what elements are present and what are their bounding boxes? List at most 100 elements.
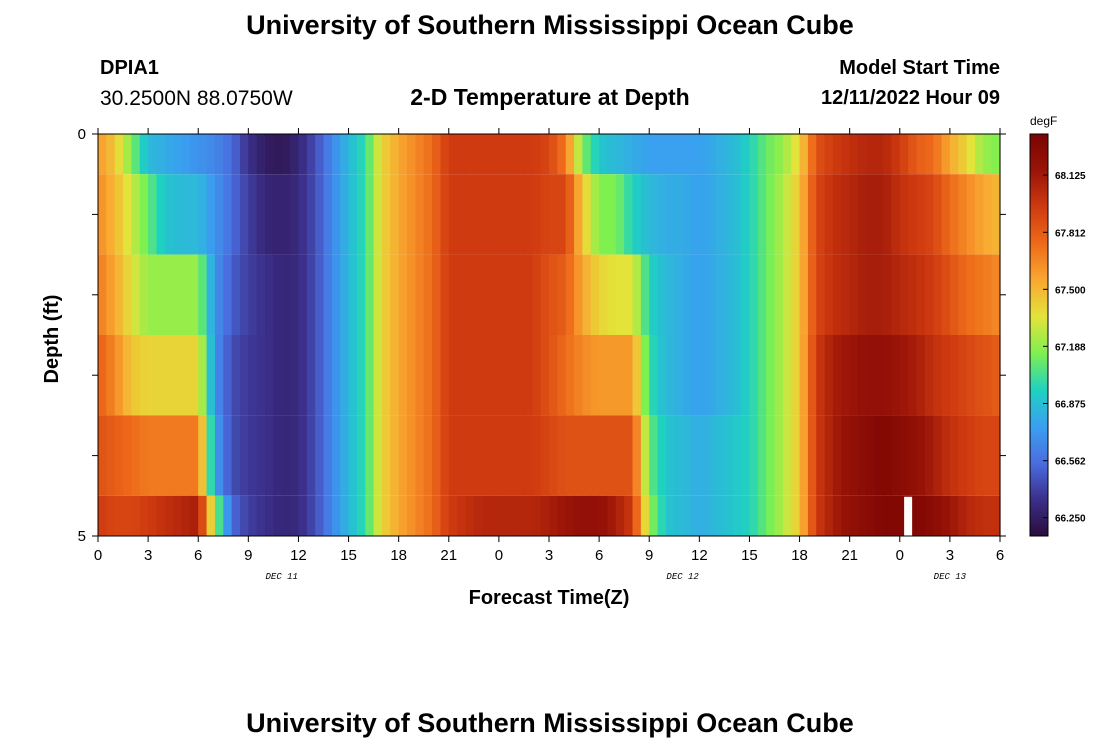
heatmap-cell (949, 415, 959, 496)
heatmap-cell (724, 415, 734, 496)
heatmap-cell (657, 254, 667, 335)
heatmap-cell (423, 134, 433, 175)
heatmap-cell (231, 495, 241, 536)
heatmap-cell (189, 495, 199, 536)
heatmap-cell (365, 415, 375, 496)
heatmap-cell (782, 134, 792, 175)
heatmap-cell (507, 415, 517, 496)
heatmap-cell (774, 335, 784, 416)
heatmap-cell (298, 495, 308, 536)
heatmap-cell (841, 335, 851, 416)
heatmap-cell (682, 415, 692, 496)
heatmap-cell (916, 134, 926, 175)
heatmap-cell (549, 254, 558, 335)
heatmap-cell (974, 335, 984, 416)
heatmap-cell (615, 134, 625, 175)
heatmap-cell (323, 134, 333, 175)
heatmap-cell (724, 254, 734, 335)
heatmap-cell (640, 254, 650, 335)
heatmap-cell (549, 335, 558, 416)
heatmap-cell (407, 335, 416, 416)
heatmap-cell (649, 335, 659, 416)
chart-title: 2-D Temperature at Depth (410, 84, 690, 110)
heatmap-cell (799, 174, 809, 255)
heatmap-cell (665, 174, 675, 255)
x-tick-label: 9 (645, 547, 653, 564)
heatmap-cell (582, 415, 592, 496)
heatmap-cell (649, 134, 659, 175)
heatmap-cell (983, 254, 993, 335)
heatmap-cell (707, 335, 717, 416)
heatmap-cell (899, 174, 909, 255)
heatmap-cell (256, 335, 266, 416)
heatmap-cell (949, 254, 959, 335)
heatmap-cell (273, 335, 283, 416)
heatmap-cell (265, 495, 274, 536)
heatmap-cell (665, 415, 675, 496)
heatmap-cell (114, 495, 124, 536)
heatmap-cell (306, 254, 316, 335)
footer-title: University of Southern Mississippi Ocean… (246, 708, 854, 738)
heatmap-cell (557, 415, 567, 496)
heatmap-cell (181, 174, 191, 255)
heatmap-cell (916, 335, 926, 416)
heatmap-cell (248, 335, 258, 416)
axes: 0 3 6 9 12 15 18 21 0 3 6 9 12 15 18 21 0 3 6 DEC 11 DEC 12 D… (78, 126, 1006, 582)
heatmap-cell (323, 495, 333, 536)
x-tick-label: 18 (791, 547, 808, 564)
heatmap-cell (699, 254, 709, 335)
heatmap-cell (281, 335, 291, 416)
heatmap-cell (482, 335, 492, 416)
heatmap-cell (281, 174, 291, 255)
heatmap-cell (440, 495, 450, 536)
heatmap-cell (231, 254, 241, 335)
heatmap-cell (841, 415, 851, 496)
heatmap-cell (415, 174, 425, 255)
heatmap-cell (290, 415, 300, 496)
heatmap-cell (883, 134, 893, 175)
heatmap-cell (440, 254, 450, 335)
heatmap-cell (248, 415, 258, 496)
heatmap-cell (958, 174, 968, 255)
heatmap-cell (498, 415, 508, 496)
heatmap-cell (849, 495, 859, 536)
heatmap-cell (807, 134, 817, 175)
heatmap-cell (699, 174, 709, 255)
heatmap-cell (574, 174, 584, 255)
heatmap-cell (732, 254, 742, 335)
heatmap-cell (599, 415, 609, 496)
x-tick-label: 15 (741, 547, 758, 564)
heatmap-cell (766, 415, 776, 496)
heatmap-cell (381, 254, 391, 335)
heatmap-cell (523, 134, 533, 175)
heatmap-cell (724, 174, 734, 255)
heatmap-cell (799, 335, 809, 416)
heatmap-cell (248, 174, 258, 255)
heatmap-cell (816, 415, 826, 496)
heatmap-cell (565, 415, 575, 496)
heatmap-cell (782, 174, 792, 255)
colorbar-tick-label: 67.500 (1055, 285, 1086, 296)
heatmap-cell (407, 415, 416, 496)
heatmap-cell (440, 134, 450, 175)
heatmap-cell (674, 134, 684, 175)
x-tick-label: 0 (94, 547, 102, 564)
heatmap-cell (498, 174, 508, 255)
heatmap-cell (824, 134, 834, 175)
heatmap-cell (791, 174, 801, 255)
heatmap-cell (816, 495, 826, 536)
heatmap-cell (741, 254, 751, 335)
heatmap-cell (265, 254, 274, 335)
heatmap-cell (599, 254, 609, 335)
colorbar-tick-label: 66.562 (1055, 457, 1086, 468)
heatmap-cell (315, 134, 325, 175)
heatmap-cell (924, 415, 934, 496)
x-tick-label: 18 (390, 547, 407, 564)
heatmap-cell (866, 174, 876, 255)
heatmap-cell (348, 495, 358, 536)
heatmap-cell (432, 174, 442, 255)
heatmap-cell (348, 174, 358, 255)
heatmap-cell (239, 495, 249, 536)
heatmap-cell (106, 415, 116, 496)
heatmap-cell (198, 495, 208, 536)
